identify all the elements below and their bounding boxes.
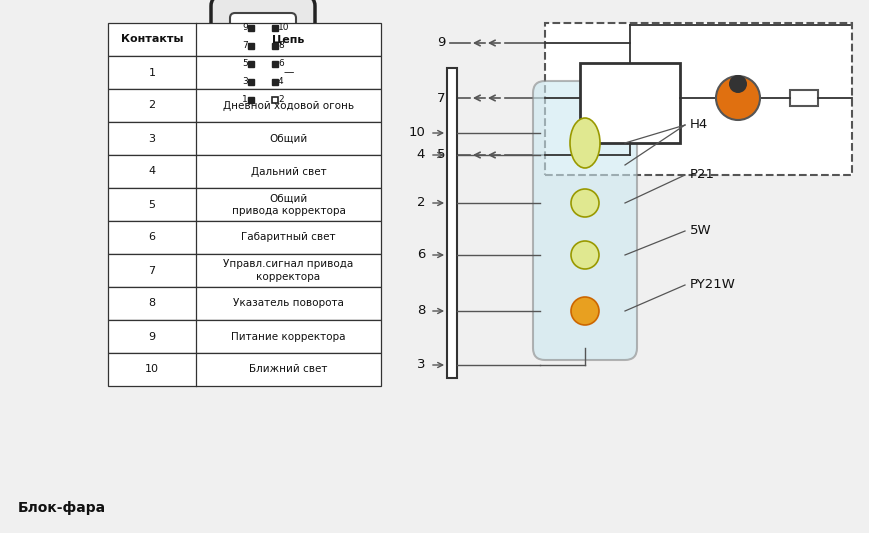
Bar	[545, 23, 852, 175]
Text: —: —	[283, 68, 294, 77]
Text: 8: 8	[278, 42, 284, 51]
Text: 9: 9	[436, 36, 445, 50]
FancyBboxPatch shape	[211, 0, 315, 140]
Bar	[108, 353, 381, 386]
Text: 2: 2	[278, 95, 283, 104]
Text: 4: 4	[278, 77, 283, 86]
Text: 9: 9	[149, 332, 156, 342]
Text: 5: 5	[436, 149, 445, 161]
Text: 7: 7	[149, 265, 156, 276]
Text: 9: 9	[242, 23, 248, 33]
Ellipse shape	[571, 297, 599, 325]
Text: 7: 7	[436, 92, 445, 104]
Text: PY21W: PY21W	[690, 279, 736, 292]
Bar	[108, 221, 381, 254]
Text: Ближний свет: Ближний свет	[249, 365, 328, 375]
Bar	[108, 254, 381, 287]
Circle shape	[716, 76, 760, 120]
Text: 8: 8	[416, 304, 425, 318]
Text: Общий
привода корректора: Общий привода корректора	[231, 193, 346, 216]
Text: 4: 4	[149, 166, 156, 176]
Text: 1: 1	[149, 68, 156, 77]
Bar	[108, 287, 381, 320]
Text: Общий: Общий	[269, 133, 308, 143]
Bar	[108, 122, 381, 155]
Text: 3: 3	[416, 359, 425, 372]
Bar	[108, 188, 381, 221]
Text: Питание корректора: Питание корректора	[231, 332, 346, 342]
Text: Контакты: Контакты	[121, 35, 183, 44]
Text: 8: 8	[149, 298, 156, 309]
Text: P21: P21	[690, 168, 715, 182]
Text: 10: 10	[408, 126, 425, 140]
Text: Цепь: Цепь	[272, 35, 305, 44]
Text: Габаритный свет: Габаритный свет	[242, 232, 335, 243]
Text: 10: 10	[278, 23, 289, 33]
Text: 2: 2	[416, 197, 425, 209]
Bar	[108, 56, 381, 89]
Ellipse shape	[571, 189, 599, 217]
Text: Управл.сигнал привода
корректора: Управл.сигнал привода корректора	[223, 259, 354, 282]
Text: 5: 5	[242, 60, 248, 69]
Text: 7: 7	[242, 42, 248, 51]
Bar	[580, 63, 680, 143]
Text: 6: 6	[416, 248, 425, 262]
Bar	[108, 155, 381, 188]
Text: 2: 2	[149, 101, 156, 110]
Text: Дальний свет: Дальний свет	[250, 166, 327, 176]
Ellipse shape	[570, 118, 600, 168]
Text: H4: H4	[690, 118, 708, 132]
Text: 1: 1	[242, 95, 248, 104]
Bar	[447, 68, 457, 378]
Text: 5: 5	[149, 199, 156, 209]
Text: 6: 6	[149, 232, 156, 243]
Bar	[305, 56, 315, 80]
Text: 10: 10	[145, 365, 159, 375]
Text: 6: 6	[278, 60, 284, 69]
Bar	[108, 23, 381, 56]
Text: 3: 3	[149, 133, 156, 143]
Text: Указатель поворота: Указатель поворота	[233, 298, 344, 309]
Bar	[108, 89, 381, 122]
Circle shape	[729, 75, 747, 93]
Ellipse shape	[571, 241, 599, 269]
Bar	[790, 90, 818, 106]
Bar	[108, 320, 381, 353]
Text: 3: 3	[242, 77, 248, 86]
FancyBboxPatch shape	[533, 81, 637, 360]
Text: Дневной ходовой огонь: Дневной ходовой огонь	[223, 101, 354, 110]
Text: 5W: 5W	[690, 224, 712, 238]
Text: Блок-фара: Блок-фара	[18, 501, 106, 515]
Text: 4: 4	[416, 149, 425, 161]
FancyBboxPatch shape	[230, 13, 296, 123]
